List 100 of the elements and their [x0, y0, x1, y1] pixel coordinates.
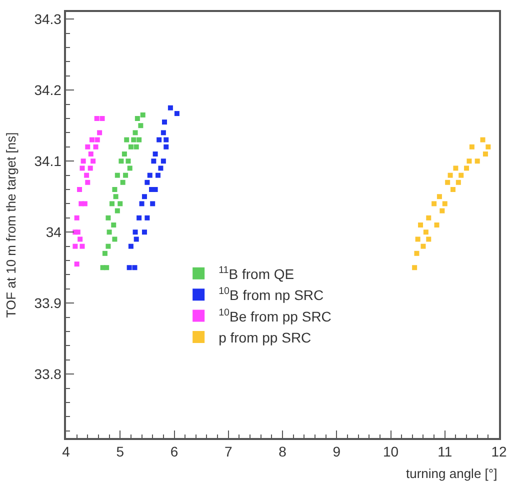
point: [112, 187, 118, 192]
x-axis-title: turning angle [°]: [406, 466, 498, 481]
point: [106, 244, 111, 249]
point: [164, 144, 169, 150]
point: [160, 158, 166, 164]
point: [132, 130, 138, 136]
x-tick-label: 11: [438, 444, 452, 460]
point: [82, 201, 88, 206]
point: [78, 236, 83, 242]
point: [418, 222, 424, 228]
point: [134, 236, 139, 242]
point: [77, 187, 82, 192]
y-tick-label: 34.3: [34, 11, 62, 27]
y-axis-title: TOF at 10 m from the target [ns]: [4, 132, 19, 318]
point: [102, 250, 108, 256]
point: [464, 166, 470, 171]
point: [414, 250, 420, 256]
point: [80, 166, 85, 171]
point: [134, 144, 139, 150]
x-tick-label: 7: [224, 444, 232, 460]
legend-label: p from pp SRC: [218, 329, 312, 346]
point: [113, 194, 118, 200]
point: [151, 158, 156, 164]
legend-label: $^{10}$Be from pp SRC: [218, 307, 332, 324]
point: [434, 222, 440, 228]
x-tick-label: 5: [116, 444, 124, 460]
point: [84, 172, 90, 178]
point: [85, 180, 90, 185]
point: [88, 166, 93, 171]
x-tick-label: 6: [170, 444, 178, 460]
point: [110, 201, 115, 206]
point: [453, 166, 458, 171]
point: [123, 172, 128, 178]
point: [450, 187, 456, 192]
point: [469, 144, 474, 150]
point: [144, 215, 150, 220]
point: [118, 158, 124, 164]
point: [131, 137, 136, 142]
point: [89, 137, 94, 142]
point: [126, 158, 131, 164]
point: [90, 158, 96, 164]
point: [150, 201, 156, 206]
point: [466, 158, 472, 164]
point: [85, 144, 90, 150]
x-tick-label: 10: [382, 444, 399, 460]
point: [147, 172, 152, 178]
point: [142, 194, 147, 200]
point: [120, 180, 126, 185]
point: [426, 215, 432, 220]
point: [482, 152, 488, 156]
y-tick-label: 34: [46, 224, 62, 240]
point: [74, 262, 80, 267]
point: [426, 236, 432, 242]
point: [94, 116, 100, 121]
point: [112, 236, 118, 242]
point: [136, 137, 142, 142]
point: [156, 172, 161, 178]
point: [423, 230, 428, 235]
point: [139, 201, 144, 206]
point: [158, 166, 164, 171]
point: [442, 201, 448, 206]
point: [448, 172, 453, 178]
y-tick-label: 33.9: [34, 295, 62, 311]
point: [420, 244, 426, 249]
point: [486, 144, 491, 150]
point: [162, 120, 168, 125]
point: [126, 265, 132, 270]
x-tick-label: 9: [332, 444, 341, 460]
x-tick-label: 12: [491, 444, 507, 460]
point: [80, 244, 85, 249]
x-tick-label: 8: [278, 444, 287, 460]
point: [138, 123, 144, 128]
point: [474, 158, 480, 164]
point: [144, 180, 150, 185]
point: [458, 172, 464, 178]
point: [480, 137, 486, 142]
point: [132, 230, 138, 235]
point: [445, 180, 450, 185]
point: [456, 180, 461, 185]
point: [100, 116, 105, 121]
point: [93, 144, 98, 150]
point: [94, 137, 100, 142]
point: [114, 172, 120, 178]
point: [164, 137, 169, 142]
point: [134, 116, 140, 121]
point: [118, 201, 123, 206]
y-tick-label: 34.2: [34, 82, 62, 98]
point: [142, 230, 147, 235]
point: [136, 215, 142, 220]
point: [75, 230, 80, 235]
point: [156, 137, 162, 142]
point: [415, 236, 420, 242]
point: [412, 265, 418, 270]
point: [127, 166, 132, 171]
point: [106, 230, 112, 235]
point: [152, 152, 158, 156]
point: [128, 144, 134, 150]
legend-label: $^{10}$B from np SRC: [218, 286, 324, 304]
point: [432, 201, 437, 206]
point: [111, 222, 116, 228]
